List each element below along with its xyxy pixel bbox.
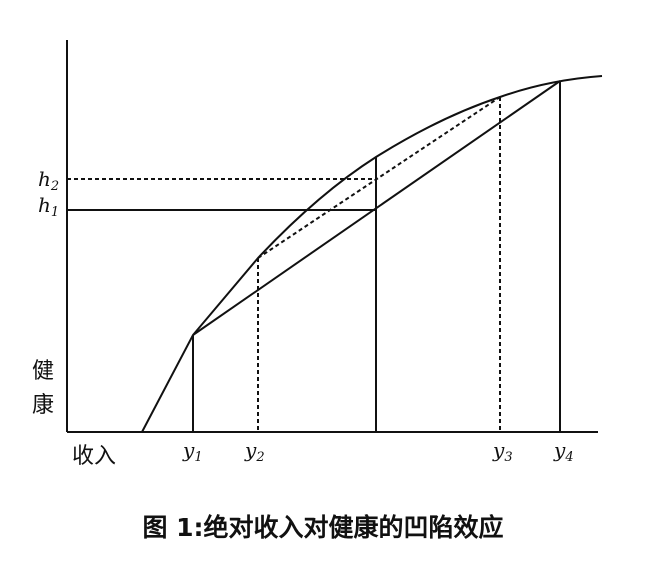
label-y2: y2 — [244, 438, 265, 465]
label-y4: y4 — [553, 438, 574, 465]
label-y3: y3 — [492, 438, 513, 465]
x-axis-title: 收入 — [72, 444, 116, 469]
label-h1-sub: 1 — [51, 205, 59, 220]
figure-caption: 图 1:绝对收入对健康的凹陷效应 — [142, 513, 503, 542]
label-h2: h2 — [38, 167, 59, 194]
label-h1: h1 — [38, 193, 59, 220]
y-axis-title-char-2: 康 — [32, 393, 54, 418]
health-income-curve — [141, 75, 603, 433]
chord-y2-y3 — [257, 96, 501, 259]
y-axis-title-char-1: 健 — [32, 359, 54, 384]
label-y1: y1 — [182, 438, 203, 465]
label-h2-sub: 2 — [50, 179, 59, 194]
